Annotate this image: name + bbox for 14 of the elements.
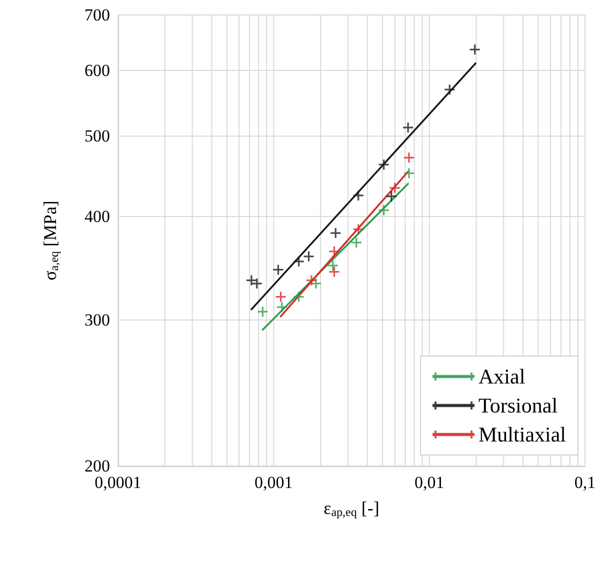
y-axis-title: σa,eq [MPa] bbox=[40, 200, 61, 280]
x-tick-label: 0,01 bbox=[414, 473, 444, 492]
y-tick-label: 400 bbox=[84, 206, 110, 226]
y-tick-label: 300 bbox=[84, 310, 110, 330]
y-tick-label: 600 bbox=[84, 60, 110, 80]
x-tick-label: 0,0001 bbox=[94, 473, 142, 492]
x-tick-label: 0,1 bbox=[574, 473, 596, 492]
y-tick-label: 700 bbox=[84, 6, 110, 24]
y-tick-label: 500 bbox=[84, 126, 110, 146]
x-tick-label: 0,001 bbox=[254, 473, 293, 492]
legend-label: Axial bbox=[478, 364, 526, 388]
y-tick-label: 200 bbox=[84, 456, 110, 476]
legend-label: Torsional bbox=[478, 394, 558, 418]
legend-label: Multiaxial bbox=[478, 422, 566, 446]
